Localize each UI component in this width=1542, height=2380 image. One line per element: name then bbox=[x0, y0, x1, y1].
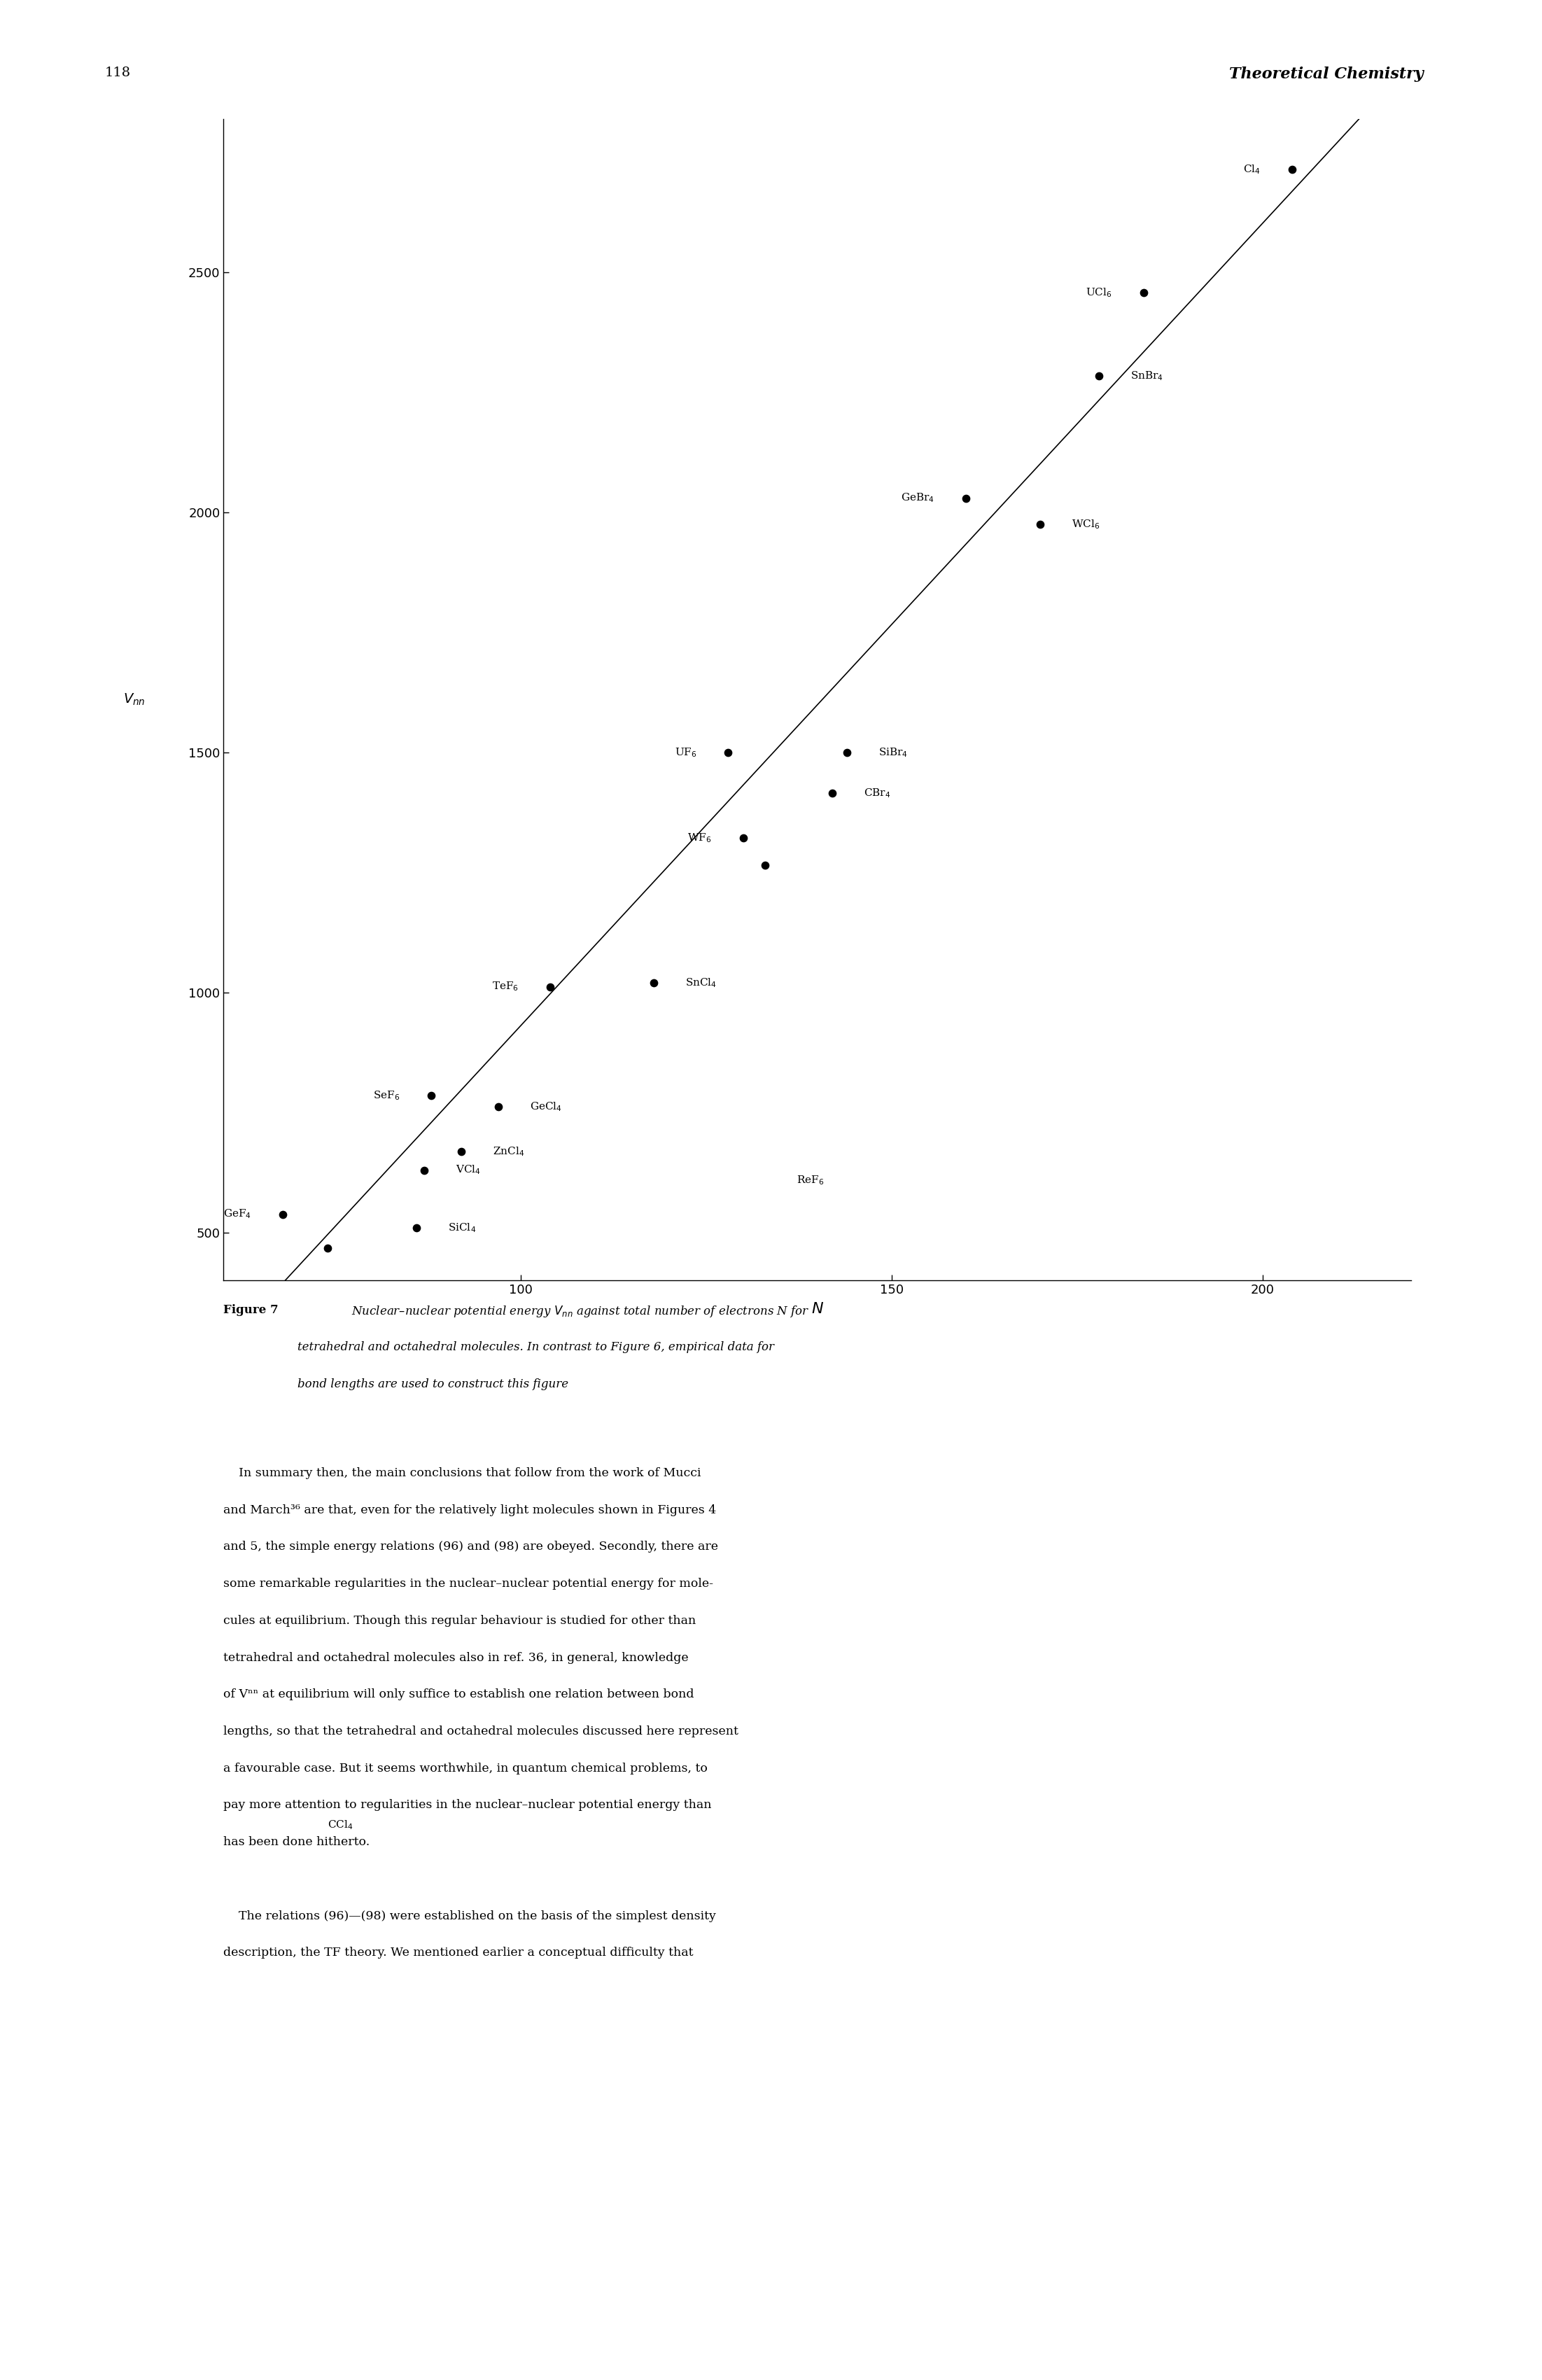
Point bbox=[820, 774, 845, 812]
Text: 118: 118 bbox=[105, 67, 131, 79]
Text: UCl$_6$: UCl$_6$ bbox=[1086, 286, 1112, 300]
Point bbox=[404, 1209, 429, 1247]
Text: GeBr$_4$: GeBr$_4$ bbox=[901, 493, 934, 505]
Point bbox=[641, 964, 666, 1002]
Text: bond lengths are used to construct this figure: bond lengths are used to construct this … bbox=[298, 1378, 569, 1390]
Point bbox=[419, 1076, 444, 1114]
Point bbox=[315, 1228, 339, 1266]
Text: SiCl$_4$: SiCl$_4$ bbox=[449, 1221, 476, 1233]
Point bbox=[715, 733, 740, 771]
Text: GeCl$_4$: GeCl$_4$ bbox=[529, 1100, 561, 1114]
Text: CBr$_4$: CBr$_4$ bbox=[864, 788, 890, 800]
Text: $V_{nn}$: $V_{nn}$ bbox=[123, 693, 145, 707]
Text: In summary then, the main conclusions that follow from the work of Mucci: In summary then, the main conclusions th… bbox=[224, 1466, 702, 1478]
Text: TeF$_6$: TeF$_6$ bbox=[492, 981, 518, 992]
Text: Theoretical Chemistry: Theoretical Chemistry bbox=[1229, 67, 1423, 81]
Point bbox=[752, 847, 777, 885]
Text: ReF$_6$: ReF$_6$ bbox=[797, 1173, 825, 1188]
Text: has been done hitherto.: has been done hitherto. bbox=[224, 1837, 370, 1847]
Text: a favourable case. But it seems worthwhile, in quantum chemical problems, to: a favourable case. But it seems worthwhi… bbox=[224, 1761, 708, 1775]
Point bbox=[1280, 150, 1305, 188]
Point bbox=[834, 733, 859, 771]
Point bbox=[412, 1152, 436, 1190]
Text: tetrahedral and octahedral molecules. In contrast to Figure 6, empirical data fo: tetrahedral and octahedral molecules. In… bbox=[298, 1342, 774, 1352]
Text: ZnCl$_4$: ZnCl$_4$ bbox=[492, 1145, 524, 1159]
Text: Nuclear–nuclear potential energy $V_{nn}$ against total number of electrons N fo: Nuclear–nuclear potential energy $V_{nn}… bbox=[352, 1304, 810, 1319]
Text: GeF$_4$: GeF$_4$ bbox=[224, 1209, 251, 1221]
Text: Cl$_4$: Cl$_4$ bbox=[1243, 164, 1261, 176]
Text: SiBr$_4$: SiBr$_4$ bbox=[879, 747, 908, 759]
Text: WCl$_6$: WCl$_6$ bbox=[1072, 519, 1099, 531]
Text: description, the TF theory. We mentioned earlier a conceptual difficulty that: description, the TF theory. We mentioned… bbox=[224, 1947, 694, 1959]
Point bbox=[1087, 357, 1112, 395]
Text: SeF$_6$: SeF$_6$ bbox=[373, 1090, 399, 1102]
Text: and March³⁶ are that, even for the relatively light molecules shown in Figures 4: and March³⁶ are that, even for the relat… bbox=[224, 1504, 717, 1516]
Text: tetrahedral and octahedral molecules also in ref. 36, in general, knowledge: tetrahedral and octahedral molecules als… bbox=[224, 1652, 689, 1664]
Point bbox=[486, 1088, 510, 1126]
Text: lengths, so that the tetrahedral and octahedral molecules discussed here represe: lengths, so that the tetrahedral and oct… bbox=[224, 1726, 739, 1737]
Point bbox=[1027, 505, 1052, 543]
Text: and 5, the simple energy relations (96) and (98) are obeyed. Secondly, there are: and 5, the simple energy relations (96) … bbox=[224, 1542, 719, 1552]
Text: Figure 7: Figure 7 bbox=[224, 1304, 279, 1316]
Text: UF$_6$: UF$_6$ bbox=[674, 747, 697, 759]
Text: CCl$_4$: CCl$_4$ bbox=[327, 1818, 353, 1833]
Point bbox=[1132, 274, 1156, 312]
Point bbox=[953, 478, 978, 516]
Point bbox=[731, 819, 756, 857]
Text: VCl$_4$: VCl$_4$ bbox=[455, 1164, 481, 1176]
Text: SnBr$_4$: SnBr$_4$ bbox=[1130, 369, 1164, 381]
Text: cules at equilibrium. Though this regular behaviour is studied for other than: cules at equilibrium. Though this regula… bbox=[224, 1614, 697, 1628]
Text: pay more attention to regularities in the nuclear–nuclear potential energy than: pay more attention to regularities in th… bbox=[224, 1799, 712, 1811]
Text: The relations (96)—(98) were established on the basis of the simplest density: The relations (96)—(98) were established… bbox=[224, 1909, 717, 1923]
Point bbox=[538, 969, 563, 1007]
X-axis label: N: N bbox=[811, 1302, 823, 1316]
Text: of Vⁿⁿ at equilibrium will only suffice to establish one relation between bond: of Vⁿⁿ at equilibrium will only suffice … bbox=[224, 1690, 694, 1699]
Text: WF$_6$: WF$_6$ bbox=[688, 831, 711, 845]
Text: some remarkable regularities in the nuclear–nuclear potential energy for mole-: some remarkable regularities in the nucl… bbox=[224, 1578, 714, 1590]
Point bbox=[271, 1195, 296, 1233]
Text: SnCl$_4$: SnCl$_4$ bbox=[686, 976, 717, 990]
Point bbox=[449, 1133, 473, 1171]
